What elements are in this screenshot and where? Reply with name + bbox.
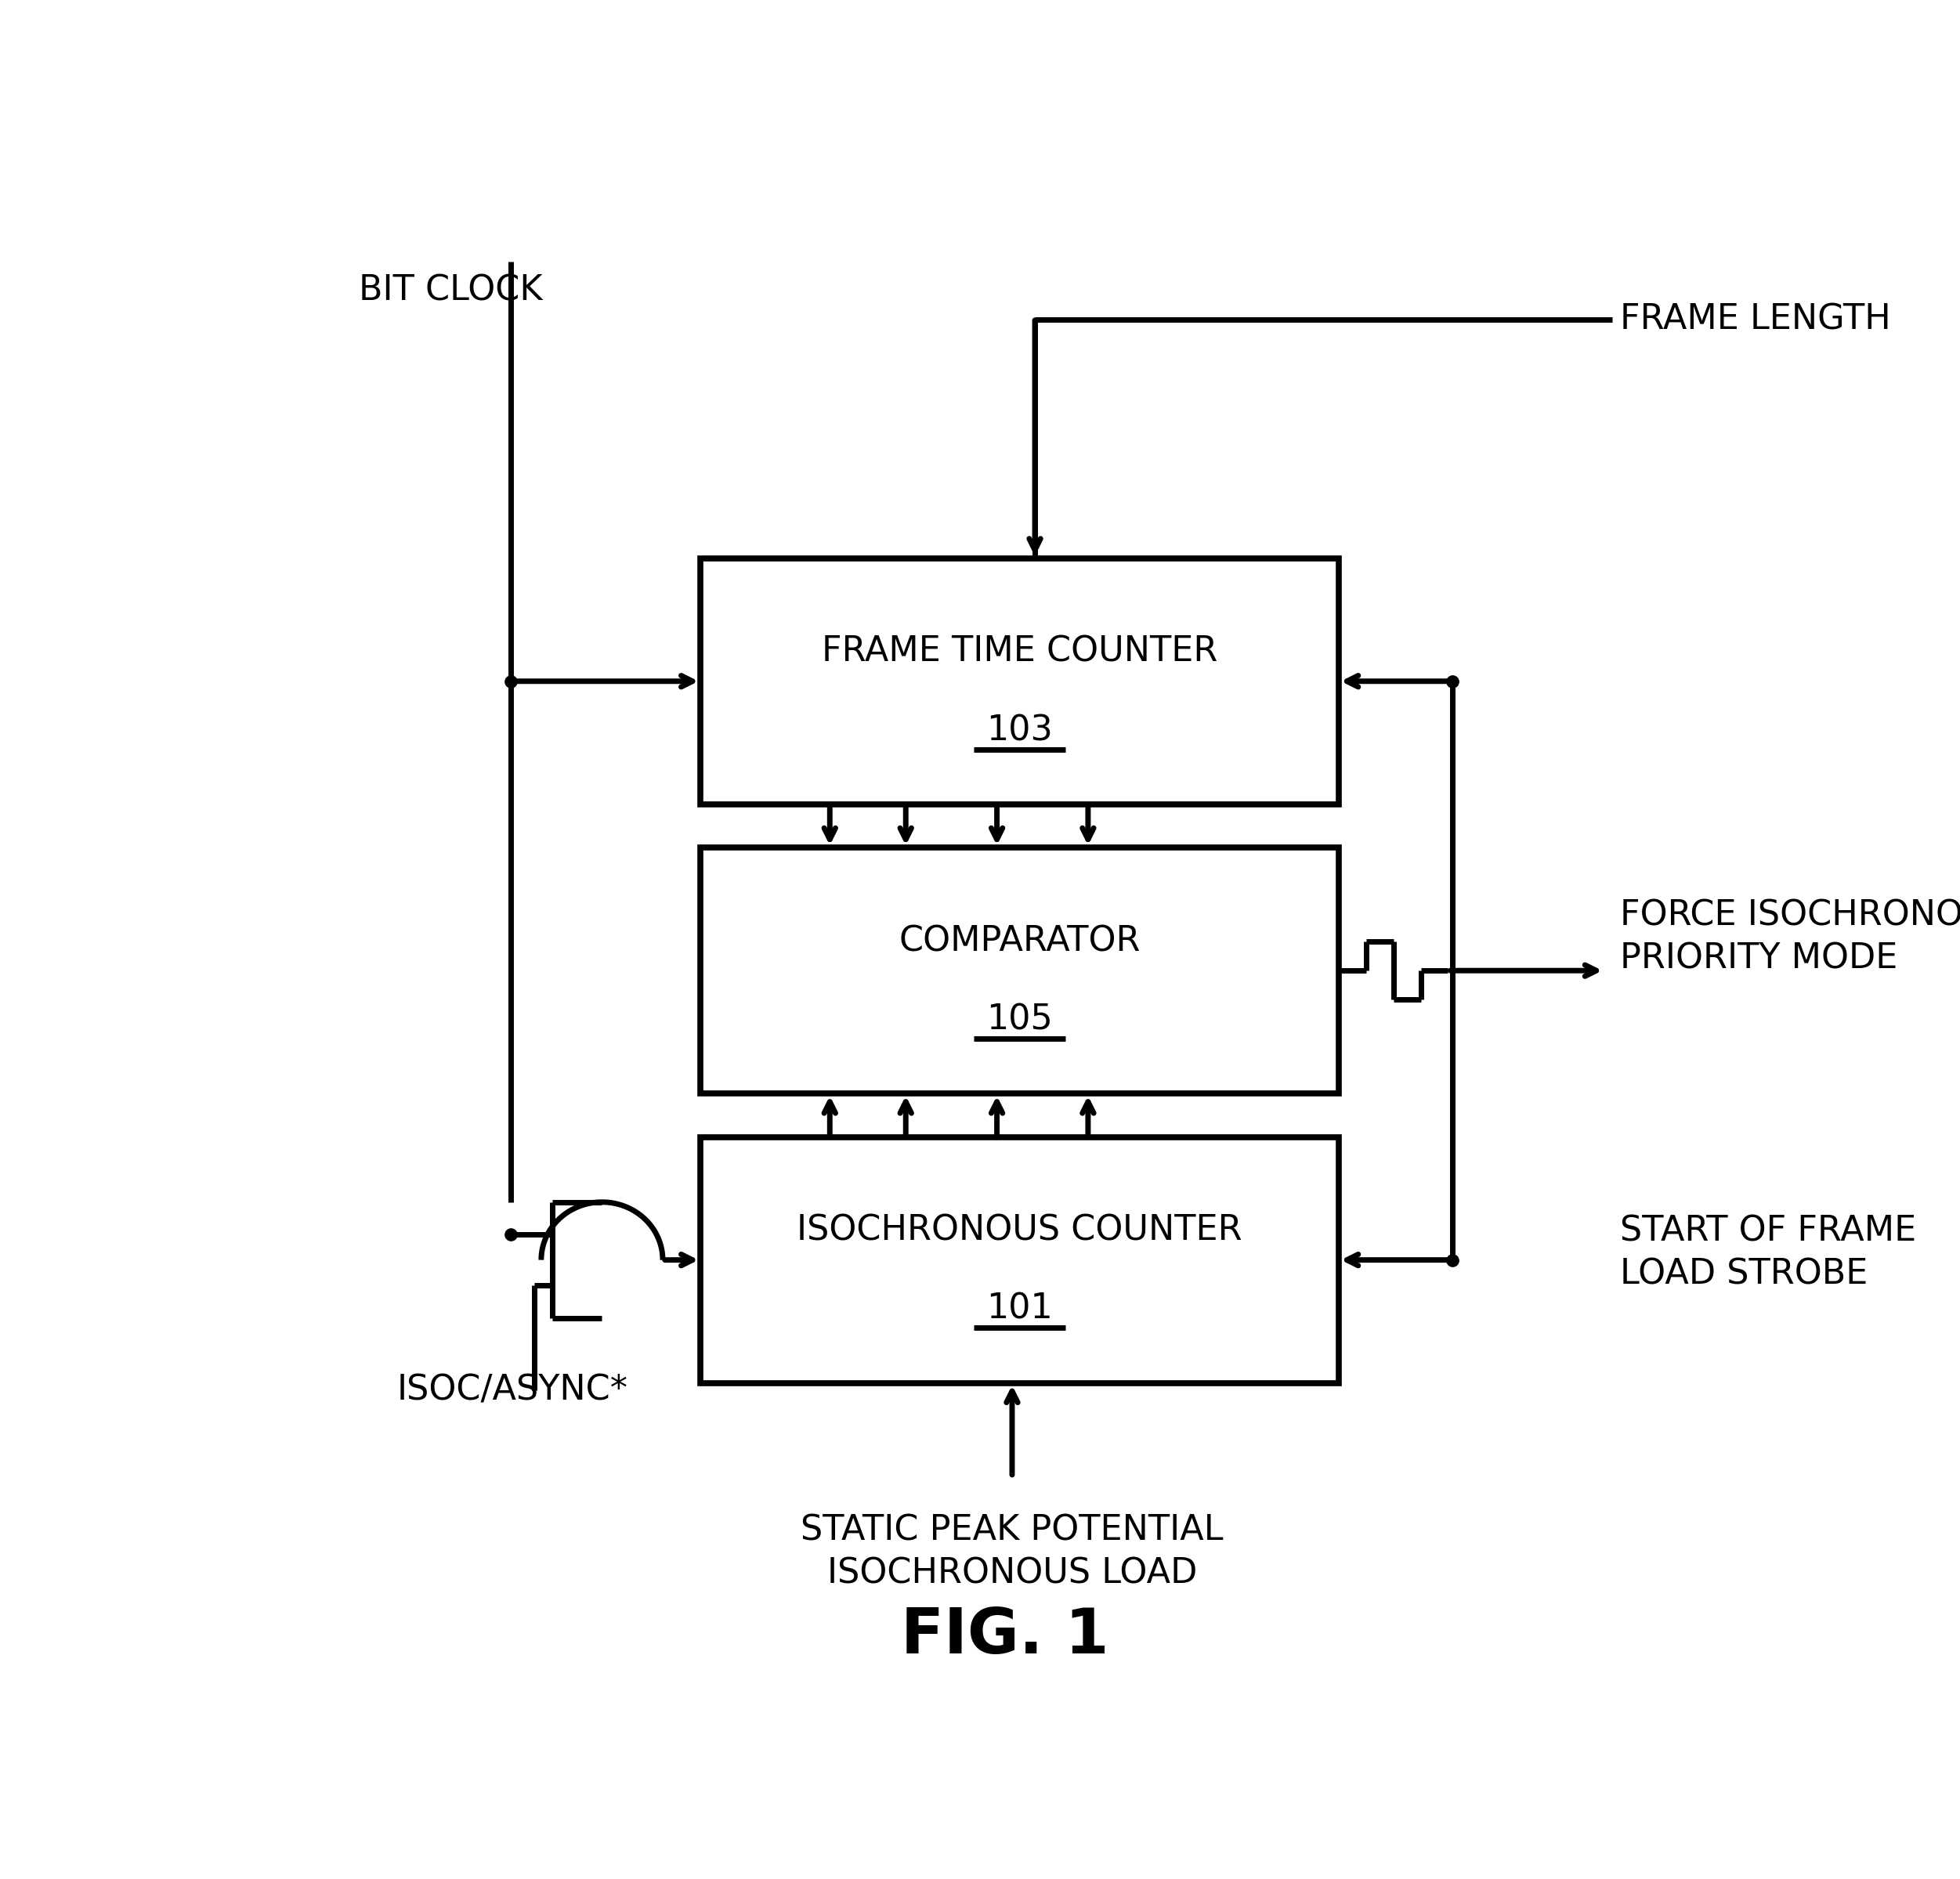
Text: ISOC/ASYNC*: ISOC/ASYNC* — [396, 1374, 627, 1407]
Text: FORCE ISOCHRONOUS
PRIORITY MODE: FORCE ISOCHRONOUS PRIORITY MODE — [1619, 898, 1960, 975]
Text: ISOCHRONOUS COUNTER: ISOCHRONOUS COUNTER — [798, 1214, 1243, 1248]
Text: 105: 105 — [986, 1003, 1053, 1037]
Text: STATIC PEAK POTENTIAL
ISOCHRONOUS LOAD: STATIC PEAK POTENTIAL ISOCHRONOUS LOAD — [802, 1514, 1223, 1590]
Bar — [702, 558, 1339, 804]
Bar — [702, 847, 1339, 1094]
Text: 101: 101 — [986, 1293, 1053, 1327]
Text: BIT CLOCK: BIT CLOCK — [359, 274, 543, 308]
Text: FRAME TIME COUNTER: FRAME TIME COUNTER — [821, 635, 1217, 669]
Text: FRAME LENGTH: FRAME LENGTH — [1619, 303, 1891, 336]
Text: FIG. 1: FIG. 1 — [900, 1605, 1109, 1667]
Text: COMPARATOR: COMPARATOR — [900, 924, 1141, 958]
Text: START OF FRAME
LOAD STROBE: START OF FRAME LOAD STROBE — [1619, 1214, 1917, 1291]
Bar — [702, 1137, 1339, 1383]
Text: 103: 103 — [986, 714, 1053, 748]
